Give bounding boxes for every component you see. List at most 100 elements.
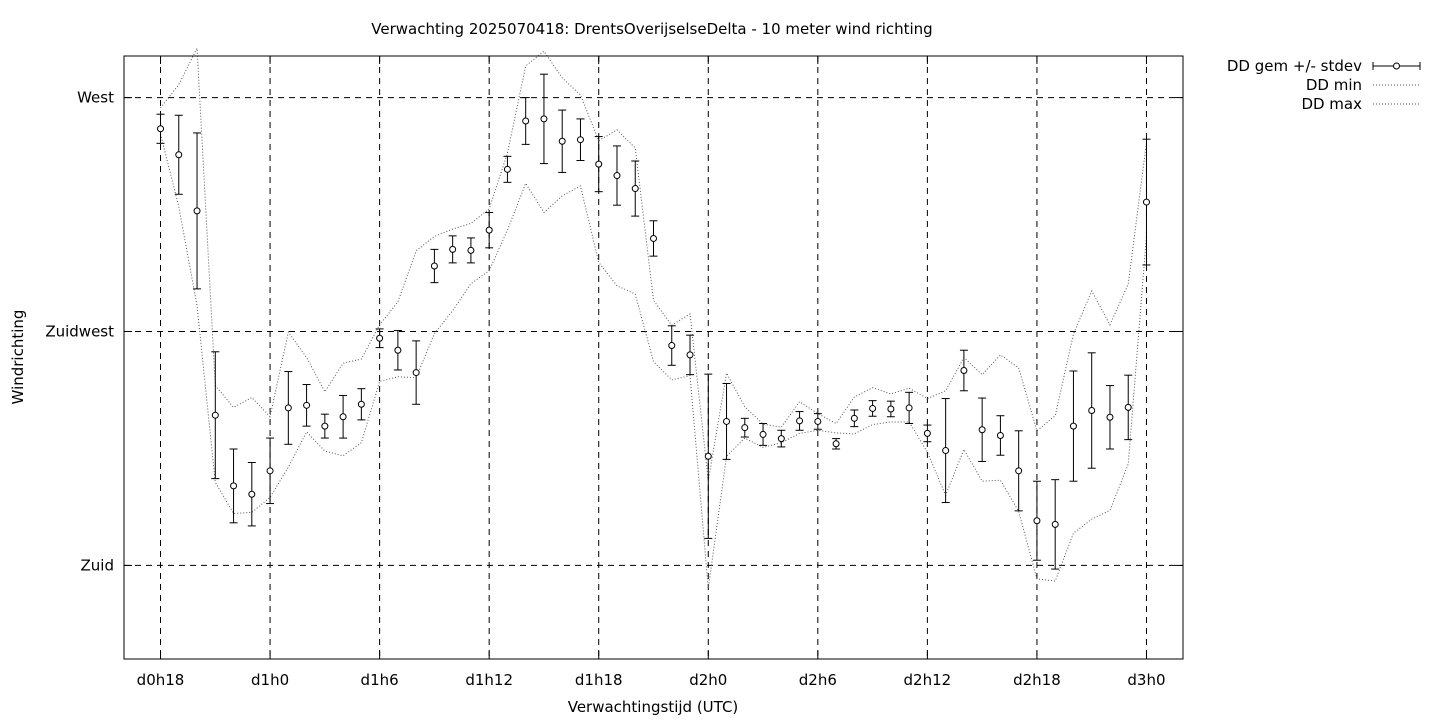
errorbar-point — [576, 118, 585, 161]
errorbar-point — [430, 248, 439, 284]
errorbar-point — [832, 438, 841, 450]
mean-point — [576, 136, 584, 144]
errorbar-point — [905, 391, 914, 425]
errorbar-point — [1105, 385, 1114, 450]
mean-point — [887, 405, 895, 413]
mean-point — [960, 366, 968, 374]
legend-label: DD gem +/- stdev — [1227, 57, 1362, 75]
mean-point — [230, 482, 238, 490]
x-tick-label: d2h18 — [1013, 671, 1061, 689]
errorbar-point — [302, 384, 311, 427]
mean-point — [850, 414, 858, 422]
min-max-lines — [160, 46, 1147, 589]
plot-frame — [123, 55, 1184, 660]
mean-point — [1051, 520, 1059, 528]
errorbar-point — [156, 113, 165, 144]
x-tick-label: d2h6 — [799, 671, 837, 689]
mean-point — [157, 125, 165, 133]
mean-point — [723, 417, 731, 425]
errorbar-point — [813, 413, 822, 430]
errorbar-point — [759, 423, 768, 446]
mean-point — [1069, 422, 1077, 430]
mean-point — [1124, 403, 1132, 411]
mean-point — [686, 351, 694, 359]
x-tick-label: d2h0 — [689, 671, 727, 689]
errorbar-point — [649, 220, 658, 257]
mean-point — [485, 226, 493, 234]
y-axis-label: Windrichting — [9, 310, 27, 405]
errorbar-point — [886, 400, 895, 418]
mean-point — [321, 422, 329, 430]
errorbar-point — [941, 398, 950, 504]
mean-point — [741, 424, 749, 432]
mean-point — [668, 342, 676, 350]
mean-point — [832, 440, 840, 448]
axes — [123, 55, 1184, 660]
errorbar-point — [850, 409, 859, 428]
errorbar-point — [375, 328, 384, 349]
tick-labels: d0h18 d1h0 d1h6 d1h12 d1h18 d2h0 d2h6 d2h12 d2h1… — [45, 89, 1165, 689]
mean-point — [996, 431, 1004, 439]
mean-point — [503, 165, 511, 173]
mean-point — [595, 160, 603, 168]
mean-point — [558, 137, 566, 145]
errorbar-point — [978, 397, 987, 462]
legend-point-sample — [1393, 62, 1400, 70]
mean-point — [339, 413, 347, 421]
errorbar-point — [266, 437, 275, 505]
mean-point — [357, 400, 365, 408]
errorbar-point — [503, 155, 512, 183]
errorbar-point — [667, 325, 676, 366]
errorbar-point — [558, 109, 567, 173]
errorbar-point — [923, 424, 932, 443]
errorbar-point — [193, 132, 202, 290]
errorbar-point — [466, 237, 475, 264]
mean-point — [467, 246, 475, 254]
mean-point — [923, 429, 931, 437]
mean-point — [449, 245, 457, 253]
mean-point — [1142, 198, 1150, 206]
mean-point — [942, 447, 950, 455]
x-tick-label: d1h0 — [251, 671, 289, 689]
errorbar-point — [1087, 352, 1096, 469]
errorbar-point — [357, 388, 366, 421]
mean-point — [412, 369, 420, 377]
errorbar-point — [868, 400, 877, 417]
errorbar-point — [1142, 138, 1151, 266]
x-tick-label: d3h0 — [1127, 671, 1165, 689]
x-axis-label: Verwachtingstijd (UTC) — [568, 698, 739, 716]
mean-point — [1033, 517, 1041, 525]
x-tick-label: d0h18 — [137, 671, 185, 689]
x-tick-label: d1h12 — [465, 671, 513, 689]
legend-label: DD min — [1306, 76, 1362, 94]
errorbar-point — [485, 211, 494, 249]
mean-point — [650, 234, 657, 242]
errorbar-point — [521, 97, 530, 145]
errorbar-point — [594, 136, 603, 193]
errorbar-point — [612, 145, 621, 206]
errorbar-point — [1051, 479, 1060, 570]
y-tick-label: West — [77, 89, 114, 107]
mean-point — [978, 426, 986, 434]
mean-point — [175, 151, 183, 159]
x-tick-label: d1h6 — [361, 671, 399, 689]
mean-point — [248, 490, 256, 498]
errorbar-point — [412, 340, 421, 405]
errorbar-point — [320, 413, 329, 439]
mean-point — [284, 404, 292, 412]
mean-point — [759, 430, 767, 438]
mean-point — [869, 404, 877, 412]
mean-point — [266, 467, 274, 475]
y-tick-label: Zuidwest — [45, 323, 114, 341]
errorbar-point — [174, 114, 183, 195]
mean-point — [540, 115, 548, 123]
mean-point — [211, 411, 219, 419]
errorbar-point — [1014, 430, 1023, 512]
errorbar-point — [777, 429, 786, 448]
mean-point — [905, 404, 913, 412]
errorbar-point — [704, 373, 713, 539]
mean-point — [522, 117, 530, 125]
errorbar-point — [284, 371, 293, 445]
